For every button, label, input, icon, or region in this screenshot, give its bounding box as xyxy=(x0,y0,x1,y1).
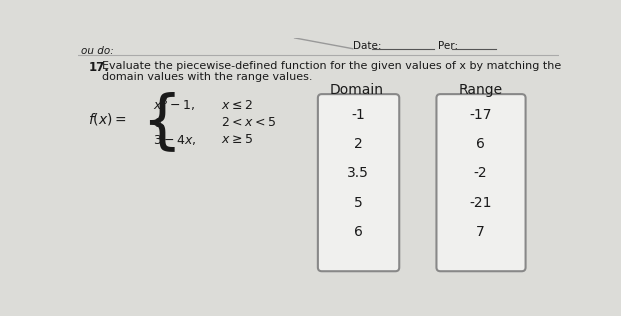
Text: -1: -1 xyxy=(351,108,365,122)
Text: 3.5: 3.5 xyxy=(347,167,369,180)
Text: $x\leq 2$: $x\leq 2$ xyxy=(221,99,253,112)
Text: 17.: 17. xyxy=(88,61,109,74)
Text: $\{$: $\{$ xyxy=(141,91,176,155)
Text: $3-4x,$: $3-4x,$ xyxy=(153,132,196,147)
Text: $x\geq 5$: $x\geq 5$ xyxy=(221,133,253,146)
Text: Per:: Per: xyxy=(438,41,458,51)
Text: -2: -2 xyxy=(474,167,487,180)
FancyBboxPatch shape xyxy=(437,94,525,271)
Text: $f(x) =$: $f(x) =$ xyxy=(88,111,127,127)
Text: Range: Range xyxy=(458,82,502,97)
Text: $6,$: $6,$ xyxy=(153,116,166,130)
Text: Date:: Date: xyxy=(353,41,381,51)
Text: -21: -21 xyxy=(469,196,492,210)
Text: 7: 7 xyxy=(476,225,485,239)
Text: 5: 5 xyxy=(354,196,363,210)
Text: 2: 2 xyxy=(354,137,363,151)
Text: ou do:: ou do: xyxy=(81,46,114,56)
Text: 6: 6 xyxy=(354,225,363,239)
Text: domain values with the range values.: domain values with the range values. xyxy=(102,72,313,82)
Text: $2 < x < 5$: $2 < x < 5$ xyxy=(221,116,276,129)
FancyBboxPatch shape xyxy=(318,94,399,271)
Text: -17: -17 xyxy=(469,108,492,122)
Text: $x^3-1,$: $x^3-1,$ xyxy=(153,97,195,114)
Text: Domain: Domain xyxy=(330,82,384,97)
Text: Evaluate the piecewise-defined function for the given values of x by matching th: Evaluate the piecewise-defined function … xyxy=(102,61,561,71)
Text: 6: 6 xyxy=(476,137,485,151)
